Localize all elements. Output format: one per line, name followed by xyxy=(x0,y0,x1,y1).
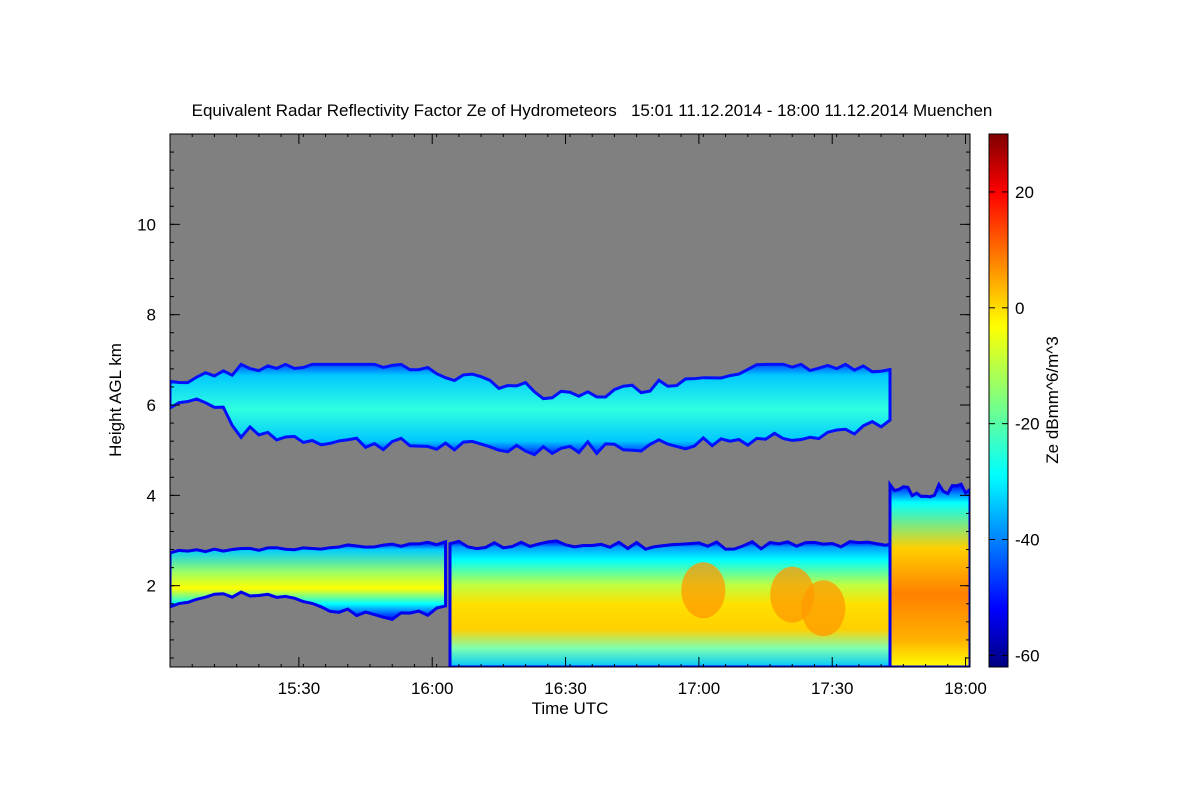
y-tick-label: 6 xyxy=(147,396,156,415)
y-tick-label: 8 xyxy=(147,306,156,325)
colorbar-tick-label: 0 xyxy=(1015,299,1024,318)
upper-cloud-layer xyxy=(170,362,892,457)
colorbar-tick-label: -60 xyxy=(1015,646,1040,665)
x-tick-label: 15:30 xyxy=(278,679,321,698)
colorbar xyxy=(988,133,1009,668)
y-axis-label: Height AGL km xyxy=(106,343,125,457)
x-tick-label: 16:00 xyxy=(411,679,454,698)
echo-layer xyxy=(170,362,970,667)
y-axis: 2 4 6 8 10 xyxy=(137,151,970,659)
x-axis: 15:30 16:00 16:30 17:00 17:30 18:00 xyxy=(191,134,987,698)
chart-title: Equivalent Radar Reflectivity Factor Ze … xyxy=(192,101,993,120)
colorbar-tick-label: 20 xyxy=(1015,183,1034,202)
reflectivity-core xyxy=(681,562,726,619)
x-tick-label: 17:30 xyxy=(811,679,854,698)
x-tick-label: 17:00 xyxy=(678,679,721,698)
colorbar-tick-label: -20 xyxy=(1015,415,1040,434)
x-tick-label: 18:00 xyxy=(944,679,987,698)
x-axis-label: Time UTC xyxy=(532,699,609,718)
lower-layer-late xyxy=(888,480,970,667)
y-tick-label: 4 xyxy=(147,486,156,505)
y-tick-label: 2 xyxy=(147,577,156,596)
x-tick-label: 16:30 xyxy=(544,679,587,698)
y-tick-label: 10 xyxy=(137,215,156,234)
lower-layer-early xyxy=(170,539,448,621)
colorbar-label: Ze dBmm^6/m^3 xyxy=(1043,336,1062,463)
colorbar-axis: 20 0 -20 -40 -60 xyxy=(989,183,1040,665)
colorbar-tick-label: -40 xyxy=(1015,531,1040,550)
reflectivity-core xyxy=(801,580,846,637)
